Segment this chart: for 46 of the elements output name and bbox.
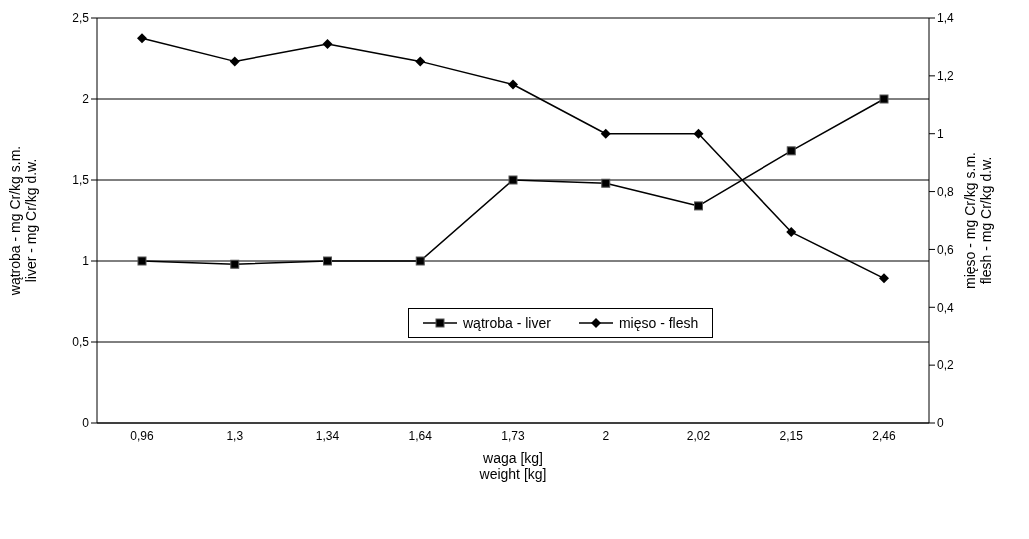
point <box>786 227 797 238</box>
point <box>601 178 611 188</box>
point <box>786 146 796 156</box>
y2-tick-label: 0,2 <box>937 358 955 373</box>
point <box>694 201 703 211</box>
point <box>879 94 889 104</box>
y2-tick-label: 0,8 <box>937 184 955 199</box>
point <box>229 56 240 67</box>
y-tick-label: 1,5 <box>72 173 90 188</box>
point <box>230 259 240 269</box>
legend-label: mięso - flesh <box>618 315 699 331</box>
point <box>323 256 332 266</box>
y-tick-label: 2,5 <box>72 11 90 26</box>
x-axis-title: waga [kg] weight [kg] <box>478 450 547 482</box>
y2-axis-title: mięso - mg Cr/kg s.m. flesh - mg Cr/kg d.w. <box>962 152 994 289</box>
y2-tick-label: 1 <box>937 126 944 141</box>
legend-label: wątroba - liver <box>463 315 551 331</box>
y-tick-label: 1 <box>82 254 90 269</box>
x-tick-label: 2,46 <box>872 428 896 443</box>
x-tick-label: 2 <box>602 428 610 443</box>
y2-tick-label: 0,4 <box>937 300 955 315</box>
y2-tick-label: 0,6 <box>937 242 955 257</box>
x-tick-label: 1,3 <box>226 428 244 443</box>
y2-tick-label: 0 <box>937 416 944 431</box>
x-tick-label: 1,64 <box>408 428 433 443</box>
y2-tick-label: 1,2 <box>937 69 955 84</box>
point <box>322 39 333 50</box>
point <box>693 128 704 139</box>
x-tick-label: 2,15 <box>779 428 804 443</box>
point <box>415 56 426 67</box>
point <box>600 128 611 139</box>
point <box>137 33 147 44</box>
y-tick-label: 0,5 <box>72 335 90 350</box>
point <box>137 256 147 266</box>
point <box>879 273 889 284</box>
y2-tick-label: 1,4 <box>937 11 955 26</box>
x-tick-label: 1,34 <box>315 428 340 443</box>
x-tick-label: 0,96 <box>130 428 154 443</box>
y-tick-label: 2 <box>82 92 90 107</box>
point <box>508 175 518 185</box>
point <box>508 79 518 90</box>
x-tick-label: 2,02 <box>686 428 711 443</box>
y-tick-label: 0 <box>82 416 90 431</box>
y-axis-title: wątroba - mg Cr/kg s.m. liver - mg Cr/kg d.w. <box>7 145 39 297</box>
x-tick-label: 1,73 <box>501 428 525 443</box>
point <box>415 256 425 266</box>
